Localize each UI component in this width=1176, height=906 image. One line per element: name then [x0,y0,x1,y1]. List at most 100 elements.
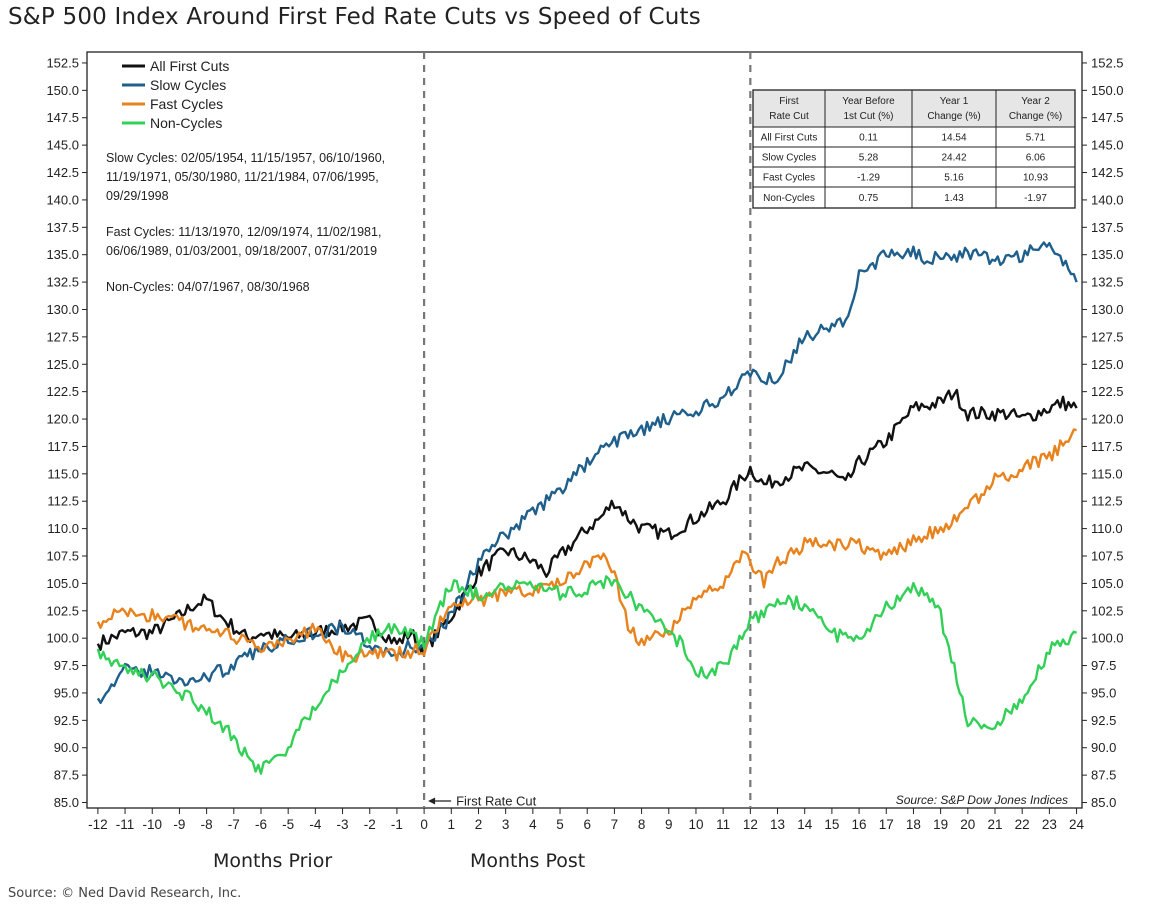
cycle-note-line: Fast Cycles: 11/13/1970, 12/09/1974, 11/… [106,225,381,239]
y-tick-label-left: 105.0 [46,576,79,591]
series-line [96,575,1078,775]
y-tick-label-left: 137.5 [46,220,79,235]
y-tick-label-right: 152.5 [1091,55,1124,70]
table-cell: All First Cuts [761,133,818,144]
y-tick-label-left: 90.0 [54,740,79,755]
legend: All First Cuts Slow Cycles Fast Cycles Non-… [122,58,229,131]
legend-entry: Slow Cycles [150,77,226,93]
x-tick-label: -8 [201,817,213,832]
y-tick-label-right: 145.0 [1091,138,1124,153]
y-tick-label-left: 107.5 [46,549,79,564]
y-tick-label-left: 97.5 [54,658,79,673]
series-line [96,428,1077,663]
table-header-line: Year 1 [940,96,969,107]
y-tick-label-right: 90.0 [1091,740,1116,755]
y-tick-label-left: 152.5 [46,55,79,70]
x-tick-label: 20 [960,817,975,832]
plot-frame [86,51,1083,809]
cycle-notes: Slow Cycles: 02/05/1954, 11/15/1957, 06/… [106,151,385,294]
table-cell: Fast Cycles [763,173,815,184]
x-tick-label: -3 [337,817,349,832]
first-cut-arrow-head [428,797,436,805]
table-cell: Slow Cycles [762,153,816,164]
table-cell: 1.43 [944,193,964,204]
x-tick-label: -7 [228,817,240,832]
y-tick-label-left: 125.0 [46,357,79,372]
y-tick-label-right: 137.5 [1091,220,1124,235]
x-tick-label: -6 [255,817,267,832]
cycle-note-line: 09/29/1998 [106,189,169,203]
x-tick-label: 5 [556,817,564,832]
y-tick-label-right: 135.0 [1091,247,1124,262]
y-tick-label-right: 87.5 [1091,768,1116,783]
y-tick-label-left: 95.0 [54,685,79,700]
y-tick-label-left: 85.0 [54,795,79,810]
y-tick-label-right: 107.5 [1091,549,1124,564]
table-cell: 0.11 [859,133,878,144]
x-tick-label: 14 [797,817,813,832]
series-line [96,241,1078,704]
x-tick-label: -5 [282,817,294,832]
x-tick-label: 13 [770,817,785,832]
x-tick-label: 0 [420,817,428,832]
cycle-note-line: Non-Cycles: 04/07/1967, 08/30/1968 [106,280,310,294]
first-cut-label: First Rate Cut [456,794,537,809]
x-tick-label: 19 [933,817,948,832]
x-tick-label: -11 [116,817,135,832]
x-tick-label: -2 [364,817,376,832]
table-header-line: Change (%) [1009,111,1062,122]
x-tick-label: 2 [475,817,483,832]
legend-entry: All First Cuts [150,58,229,74]
y-tick-label-right: 147.5 [1091,110,1124,125]
x-tick-label: 12 [743,817,758,832]
axes-layer: 85.0 85.0 87.5 87.5 90.0 90.0 92.5 92.5 95.0 95.0… [46,51,1124,832]
x-tick-label: 3 [502,817,510,832]
footer-source: Source: © Ned David Research, Inc. [8,886,242,901]
y-tick-label-left: 132.5 [46,275,79,290]
series-layer [96,241,1078,775]
y-tick-label-right: 105.0 [1091,576,1124,591]
table-cell: 10.93 [1023,173,1048,184]
x-group-label-prior: Months Prior [213,850,333,872]
y-tick-label-right: 95.0 [1091,685,1116,700]
annotations: First Rate Cut Source: S&P Dow Jones Indi… [428,793,1068,809]
y-tick-label-right: 112.5 [1091,494,1123,509]
x-tick-label: 22 [1015,817,1030,832]
table-cell: 14.54 [941,133,966,144]
y-tick-label-left: 120.0 [46,412,79,427]
y-tick-label-right: 130.0 [1091,302,1124,317]
y-tick-label-left: 127.5 [46,329,79,344]
table-cell: 6.06 [1026,153,1046,164]
x-tick-label: 18 [906,817,921,832]
y-tick-label-left: 150.0 [46,83,79,98]
x-tick-label: 1 [448,817,456,832]
y-tick-label-right: 122.5 [1091,384,1124,399]
table-header-line: First [779,96,799,107]
y-tick-label-left: 140.0 [46,192,79,207]
x-tick-label: -9 [173,817,185,832]
page-title: S&P 500 Index Around First Fed Rate Cuts… [8,4,701,30]
cycle-note-line: 06/06/1989, 01/03/2001, 09/18/2007, 07/3… [106,244,377,258]
table-cell: 5.28 [859,153,879,164]
series-line [96,388,1078,655]
y-tick-label-right: 92.5 [1091,713,1116,728]
x-tick-label: 7 [611,817,619,832]
x-tick-label: 21 [987,817,1002,832]
table-cell: 5.16 [944,173,964,184]
y-tick-label-right: 102.5 [1091,603,1124,618]
x-tick-label: -1 [391,817,403,832]
y-tick-label-left: 115.0 [47,466,79,481]
x-tick-label: 8 [638,817,646,832]
x-group-label-post: Months Post [470,850,586,872]
y-tick-label-left: 130.0 [46,302,79,317]
y-tick-label-right: 127.5 [1091,329,1124,344]
y-tick-label-left: 145.0 [46,138,79,153]
y-tick-label-left: 100.0 [46,631,79,646]
table-header-bg [753,90,1075,127]
table-cell: -1.29 [857,173,880,184]
y-tick-label-right: 132.5 [1091,275,1124,290]
table-header-line: Year 2 [1021,96,1050,107]
table-border [752,89,1076,209]
x-tick-label: 9 [665,817,673,832]
